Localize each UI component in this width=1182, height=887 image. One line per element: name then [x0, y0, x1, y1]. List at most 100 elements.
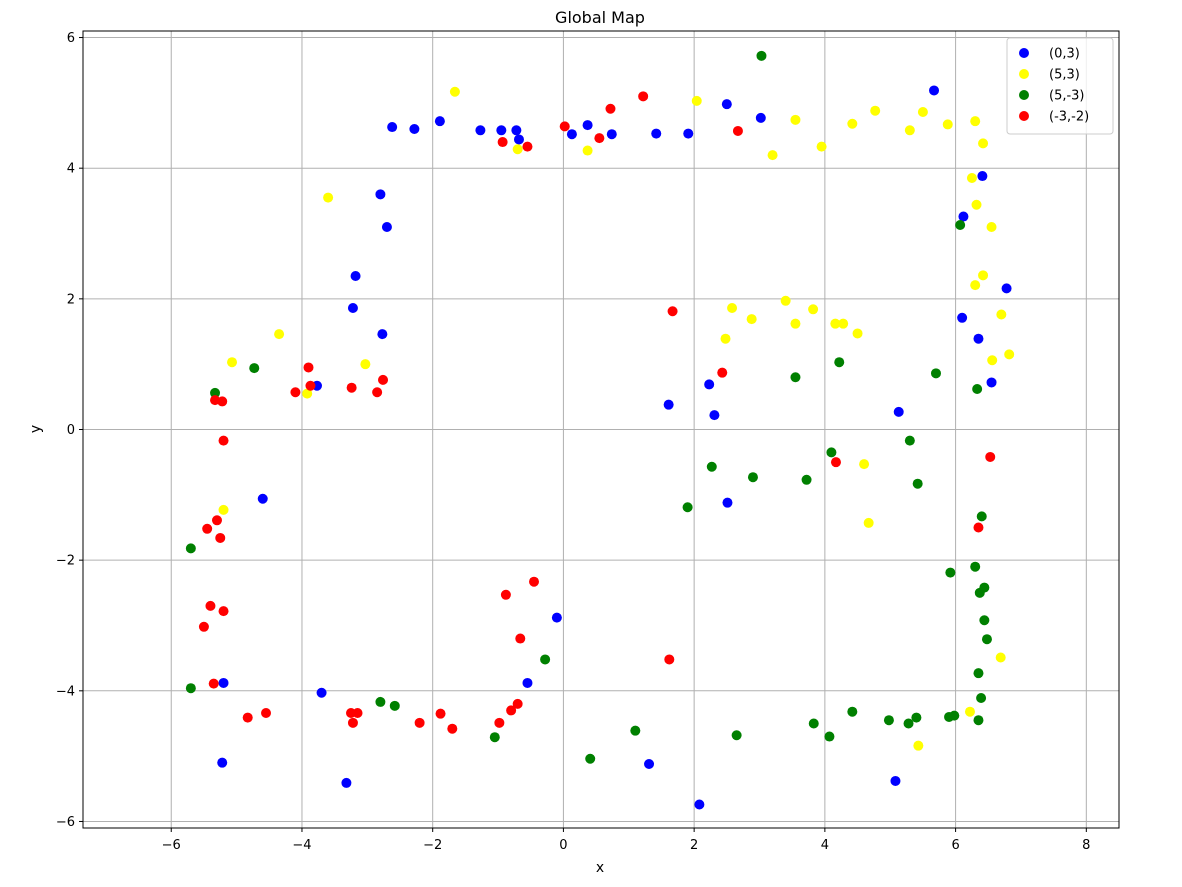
data-point — [381, 221, 392, 232]
data-point — [644, 758, 655, 769]
data-point — [863, 517, 874, 528]
data-point — [706, 461, 717, 472]
data-point — [911, 712, 922, 723]
data-point — [218, 606, 229, 617]
data-point — [838, 318, 849, 329]
y-tick-label: 2 — [67, 292, 75, 307]
data-point — [211, 515, 222, 526]
data-point — [958, 211, 969, 222]
data-point — [341, 777, 352, 788]
data-point — [515, 633, 526, 644]
data-point — [987, 355, 998, 366]
data-point — [218, 435, 229, 446]
data-point — [242, 712, 253, 723]
x-tick-label: 6 — [951, 838, 959, 853]
data-point — [955, 220, 966, 231]
data-point — [746, 314, 757, 325]
data-point — [208, 678, 219, 689]
data-point — [651, 128, 662, 139]
legend-label: (-3,-2) — [1049, 110, 1089, 125]
data-point — [949, 710, 960, 721]
data-point — [305, 380, 316, 391]
x-tick-label: −4 — [292, 838, 311, 853]
data-point — [913, 740, 924, 751]
data-point — [972, 383, 983, 394]
data-point — [978, 270, 989, 281]
data-point — [966, 172, 977, 183]
data-point — [957, 312, 968, 323]
legend-label: (0,3) — [1049, 47, 1080, 62]
data-point — [970, 116, 981, 127]
data-point — [630, 725, 641, 736]
data-point — [852, 328, 863, 339]
legend-marker — [1019, 111, 1029, 121]
data-point — [274, 329, 285, 340]
data-point — [347, 302, 358, 313]
data-point — [389, 700, 400, 711]
legend-marker — [1019, 90, 1029, 100]
data-point — [945, 567, 956, 578]
data-point — [973, 668, 984, 679]
x-tick-label: 0 — [559, 838, 567, 853]
x-tick-label: −2 — [423, 838, 442, 853]
data-point — [790, 318, 801, 329]
data-point — [582, 120, 593, 131]
data-point — [594, 133, 605, 144]
data-point — [973, 522, 984, 533]
x-tick-label: −6 — [162, 838, 181, 853]
data-point — [551, 612, 562, 623]
data-point — [512, 144, 523, 155]
data-point — [830, 457, 841, 468]
chart-title: Global Map — [555, 8, 645, 27]
data-point — [497, 137, 508, 148]
data-point — [302, 388, 313, 399]
data-point — [185, 543, 196, 554]
data-point — [345, 708, 356, 719]
data-point — [912, 478, 923, 489]
data-point — [929, 85, 940, 96]
data-point — [257, 493, 268, 504]
y-tick-label: 4 — [67, 162, 75, 177]
data-point — [986, 377, 997, 388]
data-point — [709, 410, 720, 421]
data-point — [218, 504, 229, 515]
x-tick-label: 8 — [1082, 838, 1090, 853]
data-point — [663, 399, 674, 410]
data-point — [210, 395, 221, 406]
data-point — [824, 731, 835, 742]
data-point — [801, 474, 812, 485]
data-point — [290, 387, 301, 398]
data-point — [205, 600, 216, 611]
data-point — [917, 107, 928, 118]
data-point — [606, 129, 617, 140]
legend-label: (5,-3) — [1049, 89, 1085, 104]
data-point — [475, 125, 486, 136]
data-point — [834, 357, 845, 368]
data-point — [185, 683, 196, 694]
points-layer — [185, 50, 1015, 810]
data-point — [303, 362, 314, 373]
data-point — [377, 329, 388, 340]
data-point — [755, 112, 766, 123]
data-point — [372, 387, 383, 398]
data-point — [704, 379, 715, 390]
data-point — [981, 634, 992, 645]
data-point — [449, 86, 460, 97]
data-point — [1004, 349, 1015, 360]
data-point — [522, 141, 533, 152]
data-point — [731, 730, 742, 741]
data-point — [721, 99, 732, 110]
data-point — [790, 372, 801, 383]
data-point — [350, 270, 361, 281]
data-point — [826, 447, 837, 458]
data-point — [540, 654, 551, 665]
data-point — [682, 502, 693, 513]
data-point — [585, 753, 596, 764]
data-point — [808, 304, 819, 315]
data-point — [447, 723, 458, 734]
data-point — [378, 374, 389, 385]
data-point — [756, 50, 767, 61]
data-point — [816, 141, 827, 152]
data-point — [747, 472, 758, 483]
